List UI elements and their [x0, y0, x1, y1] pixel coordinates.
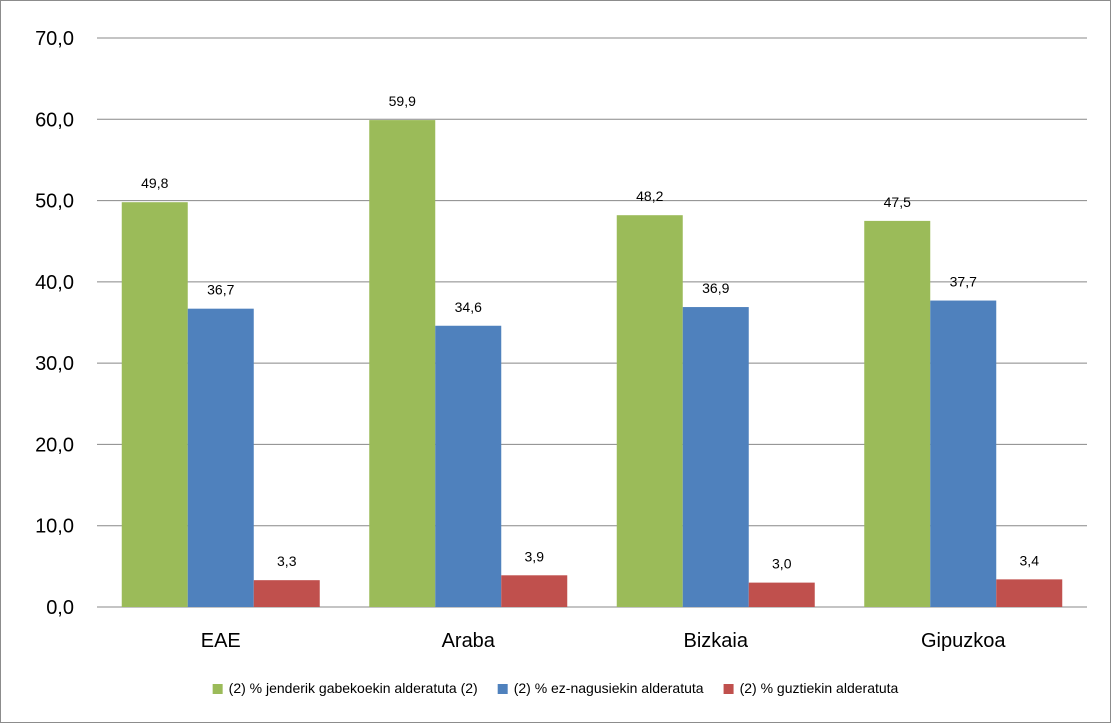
data-label: 36,9 — [702, 280, 729, 296]
bar — [682, 307, 749, 607]
data-label: 49,8 — [141, 175, 168, 191]
x-category-label: Bizkaia — [684, 630, 749, 652]
x-category-label: EAE — [201, 630, 241, 652]
data-label: 48,2 — [636, 188, 663, 204]
bar — [187, 308, 254, 607]
legend-label: (2) % jenderik gabekoekin alderatuta (2) — [229, 680, 478, 696]
data-label: 3,4 — [1020, 552, 1040, 568]
legend-swatch — [497, 684, 508, 694]
x-category-label: Araba — [442, 630, 496, 652]
bar — [121, 202, 188, 607]
data-label: 37,7 — [950, 274, 977, 290]
legend-item: (2) % ez-nagusiekin alderatuta — [497, 680, 704, 696]
bar — [369, 120, 436, 607]
legend: (2) % jenderik gabekoekin alderatuta (2)… — [212, 680, 899, 696]
data-label: 47,5 — [884, 194, 911, 210]
y-axis-ticks: 0,0 10,0 20,0 30,0 40,0 50,0 60,0 70,0 — [35, 28, 74, 619]
y-tick-label: 40,0 — [35, 272, 74, 294]
data-label: 3,0 — [772, 556, 792, 572]
x-axis-categories: EAE Araba Bizkaia Gipuzkoa — [201, 630, 1007, 652]
legend-swatch — [723, 684, 734, 694]
data-label: 59,9 — [389, 93, 416, 109]
bar — [748, 582, 815, 607]
y-tick-label: 30,0 — [35, 353, 74, 375]
y-tick-label: 0,0 — [46, 597, 74, 619]
bar — [435, 325, 502, 607]
data-labels: 49,8 36,7 3,3 59,9 34,6 3,9 48,2 36,9 3,0 47,5 37,… — [141, 93, 1039, 572]
bar — [253, 580, 320, 607]
legend-swatch — [212, 684, 223, 694]
data-label: 36,7 — [207, 282, 234, 298]
legend-label: (2) % guztiekin alderatuta — [740, 680, 899, 696]
data-label: 34,6 — [455, 299, 482, 315]
legend-item: (2) % jenderik gabekoekin alderatuta (2) — [212, 680, 478, 696]
bar — [930, 300, 997, 607]
bars — [121, 120, 1063, 607]
legend-label: (2) % ez-nagusiekin alderatuta — [514, 680, 704, 696]
bar — [864, 220, 931, 607]
bar — [501, 575, 568, 607]
y-tick-label: 70,0 — [35, 28, 74, 50]
y-tick-label: 10,0 — [35, 516, 74, 538]
legend-item: (2) % guztiekin alderatuta — [723, 680, 899, 696]
y-tick-label: 20,0 — [35, 434, 74, 456]
bar — [996, 579, 1063, 607]
bar — [616, 215, 683, 607]
y-tick-label: 50,0 — [35, 191, 74, 213]
x-category-label: Gipuzkoa — [921, 630, 1006, 652]
y-tick-label: 60,0 — [35, 109, 74, 131]
data-label: 3,9 — [525, 548, 545, 564]
data-label: 3,3 — [277, 553, 297, 569]
